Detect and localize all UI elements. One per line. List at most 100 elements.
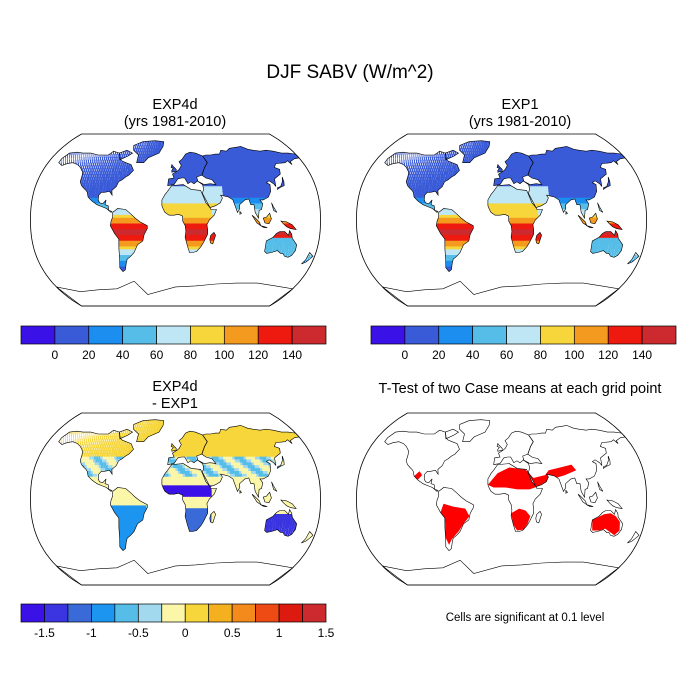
grid-cell: [257, 188, 262, 192]
grid-cell: [101, 168, 103, 172]
grid-cell: [181, 156, 185, 161]
grid-cell: [196, 197, 200, 201]
grid-cell: [104, 179, 107, 184]
grid-cell: [89, 197, 93, 201]
grid-cell: [238, 188, 243, 192]
grid-cell: [100, 165, 102, 169]
grid-cell: [73, 159, 75, 164]
grid-cell: [254, 159, 259, 164]
grid-cell: [177, 185, 181, 190]
grid-cell: [189, 199, 193, 204]
grid-cell: [194, 225, 198, 230]
grid-cell: [91, 171, 93, 175]
grid-cell: [201, 202, 205, 207]
grid-cell: [222, 174, 227, 178]
grid-cell: [289, 242, 293, 247]
grid-cell: [225, 165, 229, 169]
grid-cell: [101, 202, 104, 207]
grid-cell: [120, 234, 124, 238]
grid-cell: [120, 168, 123, 172]
grid-cell: [168, 208, 172, 212]
grid-cell: [214, 179, 218, 184]
grid-cell: [273, 237, 277, 241]
grid-cell: [168, 202, 172, 207]
grid-cell: [129, 168, 132, 172]
grid-cell: [186, 171, 190, 175]
grid-cell: [117, 174, 120, 178]
grid-cell: [175, 202, 179, 207]
grid-cell: [102, 188, 106, 192]
grid-cell: [234, 191, 238, 195]
grid-cell: [292, 240, 296, 244]
grid-cell: [109, 162, 112, 167]
grid-cell: [232, 162, 237, 167]
grid-cell: [201, 191, 205, 195]
grid-cell: [92, 194, 96, 198]
grid-cell: [197, 231, 201, 235]
grid-cell: [182, 194, 186, 198]
grid-cell: [189, 234, 193, 238]
grid-cell: [285, 237, 289, 241]
grid-cell: [265, 248, 268, 253]
grid-cell: [257, 185, 261, 190]
grid-cell: [82, 177, 85, 181]
grid-cell: [136, 225, 140, 230]
grid-cell: [239, 179, 244, 184]
grid-cell: [170, 185, 174, 190]
grid-cell: [83, 174, 86, 178]
grid-cell: [236, 159, 240, 164]
grid-cell: [122, 228, 126, 233]
grid-cell: [186, 165, 190, 169]
grid-cell: [284, 245, 287, 250]
grid-cell: [277, 248, 280, 253]
grid-cell: [173, 188, 177, 192]
grid-cell: [250, 159, 255, 164]
grid-cell: [132, 217, 135, 221]
grid-cell: [170, 211, 174, 215]
grid-cell: [185, 194, 188, 198]
grid-cell: [261, 197, 265, 201]
grid-cell: [89, 165, 91, 169]
grid-cell: [209, 162, 213, 167]
grid-cell: [197, 205, 201, 210]
grid-cell: [194, 162, 198, 167]
grid-cell: [96, 185, 99, 190]
grid-cell: [92, 197, 95, 201]
grid-cell: [127, 242, 131, 247]
grid-cell: [118, 248, 123, 253]
grid-cell: [207, 182, 212, 187]
grid-cell: [91, 188, 94, 192]
grid-cell: [186, 168, 190, 172]
grid-cell: [202, 171, 206, 175]
grid-cell: [258, 194, 262, 198]
grid-cell: [254, 185, 259, 190]
grid-cell: [139, 231, 143, 235]
grid-cell: [177, 174, 181, 178]
grid-cell: [192, 197, 196, 201]
grid-cell: [196, 194, 200, 198]
grid-cell: [223, 168, 228, 172]
grid-cell: [246, 159, 251, 164]
grid-cell: [136, 222, 140, 227]
grid-cell: [199, 237, 203, 241]
grid-cell: [186, 177, 190, 181]
grid-cell: [204, 211, 208, 215]
grid-cell: [108, 156, 110, 161]
panel-title-exp4d: EXP4d (yrs 1981-2010): [30, 97, 320, 131]
grid-cell: [256, 182, 260, 187]
grid-cell: [123, 248, 127, 253]
grid-cell: [204, 231, 208, 235]
grid-cell: [121, 263, 125, 267]
grid-cell: [260, 179, 264, 184]
grid-cell: [117, 228, 121, 233]
grid-cell: [95, 156, 97, 161]
grid-cell: [232, 199, 237, 204]
grid-cell: [105, 188, 108, 192]
grid-cell: [251, 182, 256, 187]
grid-cell: [187, 217, 191, 221]
grid-cell: [127, 225, 131, 230]
grid-cell: [73, 156, 74, 161]
grid-cell: [220, 165, 225, 169]
grid-cell: [187, 242, 191, 247]
grid-cell: [110, 222, 114, 227]
